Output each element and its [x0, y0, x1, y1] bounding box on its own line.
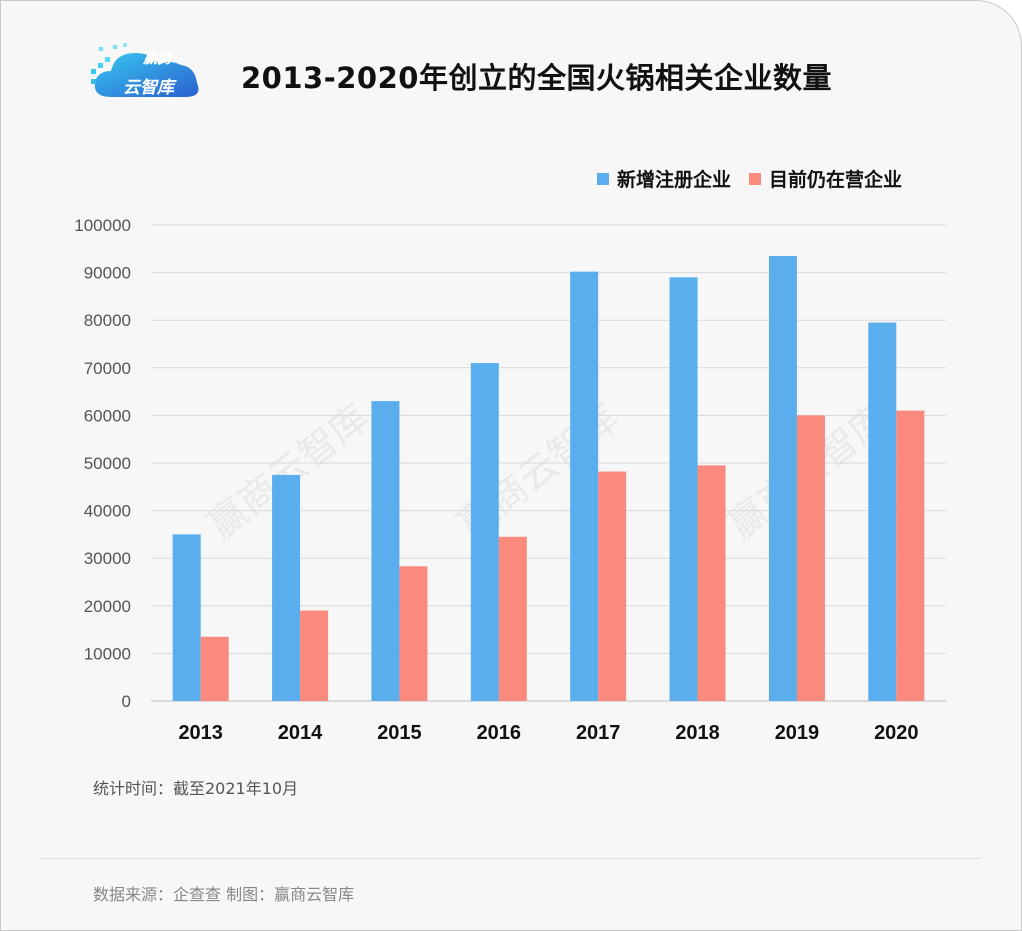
- bar-registered: [371, 401, 400, 701]
- bar-registered: [570, 271, 599, 701]
- x-tick-label: 2017: [576, 722, 621, 744]
- y-tick-label: 10000: [84, 644, 131, 663]
- legend-label-registered: 新增注册企业: [617, 169, 732, 191]
- grid-layer: [151, 224, 946, 702]
- x-tick-label: 2016: [477, 722, 522, 744]
- bar-operating: [598, 471, 627, 701]
- y-tick-label: 20000: [84, 597, 131, 616]
- bar-registered: [172, 534, 201, 701]
- y-tick-label: 80000: [84, 311, 131, 330]
- data-source: 数据来源：企查查 制图：赢商云智库: [93, 885, 355, 904]
- bar-operating: [796, 415, 825, 701]
- bar-operating: [200, 636, 229, 701]
- footnote-stat-time: 统计时间：截至2021年10月: [93, 779, 299, 798]
- y-tick-label: 40000: [84, 502, 131, 521]
- bar-layer: [172, 255, 925, 701]
- x-tick-label: 2018: [675, 722, 720, 744]
- chart-legend: 新增注册企业 目前仍在营企业: [597, 165, 902, 192]
- legend-swatch-operating: [749, 172, 762, 185]
- x-tick-label: 2013: [178, 722, 223, 744]
- bar-operating: [300, 610, 329, 701]
- bar-operating: [697, 465, 726, 701]
- x-tick-label: 2020: [874, 722, 919, 744]
- bar-registered: [272, 474, 301, 701]
- brand-logo-text-top: 赢商: [143, 51, 171, 67]
- bar-chart: 0 10000 20000 30000 40000 50000 60000 70000 8000…: [74, 216, 946, 744]
- y-tick-label: 90000: [84, 264, 131, 283]
- label-layer: 0 10000 20000 30000 40000 50000 60000 70000 8000…: [74, 216, 918, 744]
- legend-label-operating: 目前仍在营企业: [769, 169, 903, 191]
- bar-registered: [669, 277, 698, 701]
- brand-logo: [91, 43, 199, 97]
- y-tick-label: 30000: [84, 549, 131, 568]
- bar-registered: [768, 255, 797, 701]
- y-tick-label: 70000: [84, 359, 131, 378]
- brand-logo-text-main: 云智库: [123, 78, 174, 98]
- y-tick-label: 60000: [84, 406, 131, 425]
- x-tick-label: 2019: [775, 722, 820, 744]
- y-tick-label: 50000: [84, 454, 131, 473]
- bar-operating: [498, 536, 527, 701]
- bar-registered: [868, 322, 897, 701]
- bar-operating: [896, 410, 925, 701]
- y-tick-label: 100000: [74, 216, 131, 235]
- x-tick-label: 2014: [278, 722, 323, 744]
- legend-swatch-registered: [597, 172, 609, 185]
- x-tick-label: 2015: [377, 722, 422, 744]
- footer-divider: [41, 858, 981, 859]
- bar-operating: [399, 566, 428, 701]
- chart-title: 2013-2020年创立的全国火锅相关企业数量: [241, 61, 832, 95]
- legend-item-operating: 目前仍在营企业: [749, 165, 902, 192]
- y-tick-label: 0: [122, 692, 131, 711]
- legend-item-registered: 新增注册企业: [597, 165, 731, 192]
- bar-registered: [470, 363, 499, 701]
